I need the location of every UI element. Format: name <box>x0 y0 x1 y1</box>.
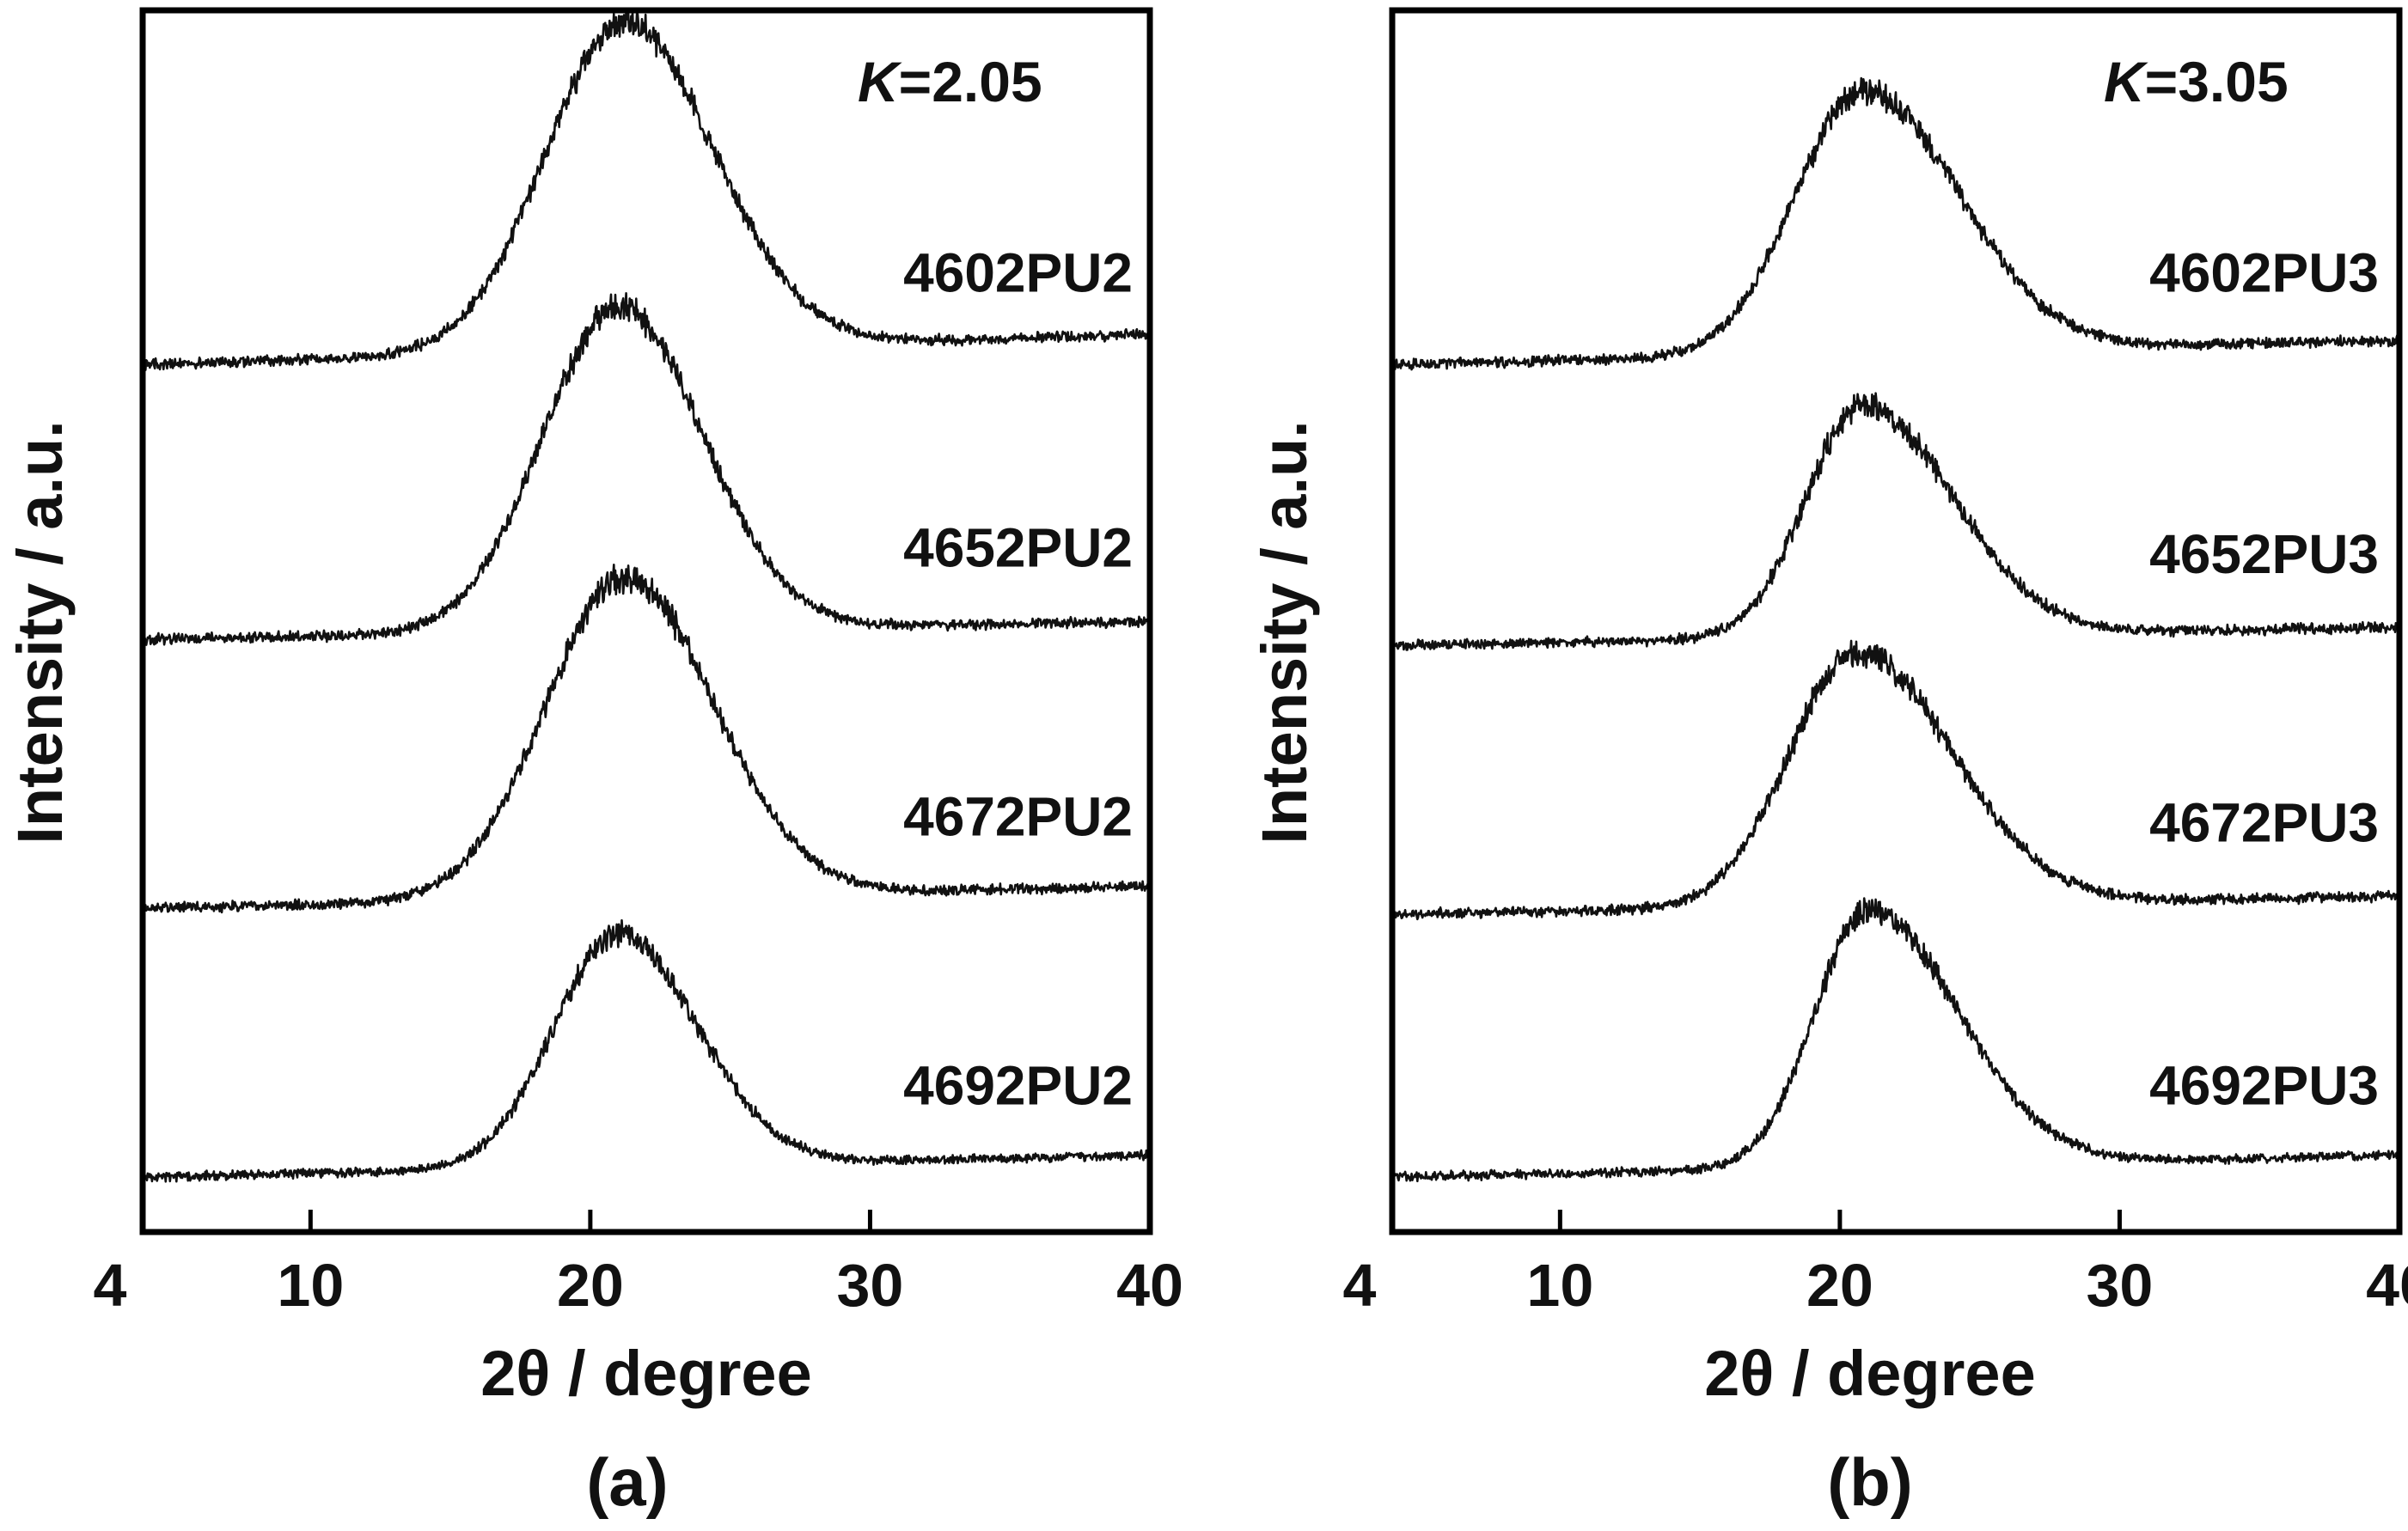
panel-b-k-symbol: K <box>2104 50 2148 113</box>
series-label-4672PU2: 4672PU2 <box>903 786 1133 848</box>
series-label-4672PU3: 4672PU3 <box>2149 792 2379 854</box>
panel-b-x-tick-labels: 4 10 20 30 40 <box>1343 1252 2408 1319</box>
panel-a-k-symbol: K <box>858 50 902 113</box>
series-label-4602PU2: 4602PU2 <box>903 242 1133 304</box>
series-label-4602PU3: 4602PU3 <box>2149 242 2379 304</box>
panel-b-frame <box>1389 7 2403 1235</box>
panel-b-x-ticks <box>1557 1210 2122 1232</box>
x-tick-label: 20 <box>557 1252 624 1319</box>
panel-b: 4 10 20 30 40 4602PU3 4652PU3 4672PU3 4692PU3 K… <box>1249 7 2408 1520</box>
panel-a-x-ticks <box>308 1210 872 1232</box>
series-curve-4602PU2 <box>141 10 1151 371</box>
series-curve-4652PU3 <box>1390 392 2400 651</box>
series-label-4652PU3: 4652PU3 <box>2149 523 2379 585</box>
panel-b-k-annotation: K=3.05 <box>2104 50 2289 113</box>
x-tick-label: 4 <box>1343 1252 1377 1319</box>
series-curve-4672PU3 <box>1390 639 2401 921</box>
series-label-4692PU3: 4692PU3 <box>2149 1054 2379 1116</box>
x-tick-label: 30 <box>2087 1252 2154 1319</box>
series-curve-4672PU2 <box>141 564 1152 914</box>
panel-a-k-annotation: K=2.05 <box>858 50 1042 113</box>
panel-a-series-labels: 4602PU2 4652PU2 4672PU2 4692PU2 <box>903 242 1133 1117</box>
x-tick-label: 40 <box>1116 1252 1183 1319</box>
panel-b-label: (b) <box>1827 1444 1913 1520</box>
series-curve-4692PU3 <box>1390 897 2401 1183</box>
series-label-4652PU2: 4652PU2 <box>903 517 1133 579</box>
x-tick-label: 10 <box>1526 1252 1593 1319</box>
panel-a-y-axis-title: Intensity / a.u. <box>4 420 76 844</box>
panel-b-curves <box>1390 76 2401 1183</box>
series-curve-4692PU2 <box>141 918 1152 1183</box>
panel-b-series-labels: 4602PU3 4652PU3 4672PU3 4692PU3 <box>2149 242 2379 1117</box>
x-tick-label: 40 <box>2366 1252 2408 1319</box>
panel-b-x-axis-title: 2θ / degree <box>1704 1338 2036 1409</box>
series-curve-4652PU2 <box>141 292 1152 646</box>
panel-a-curves <box>141 10 1152 1183</box>
panel-a: 4 10 20 30 40 4602PU2 4652PU2 4672PU2 4692PU2 K… <box>4 7 1183 1520</box>
series-curve-4602PU3 <box>1390 76 2401 371</box>
x-tick-label: 4 <box>94 1252 127 1319</box>
panel-a-x-tick-labels: 4 10 20 30 40 <box>94 1252 1183 1319</box>
series-label-4692PU2: 4692PU2 <box>903 1054 1133 1116</box>
x-tick-label: 30 <box>837 1252 904 1319</box>
panel-a-k-value: =2.05 <box>899 50 1042 113</box>
x-tick-label: 20 <box>1806 1252 1873 1319</box>
panel-b-k-value: =3.05 <box>2145 50 2289 113</box>
panel-a-label: (a) <box>586 1444 668 1520</box>
x-tick-label: 10 <box>277 1252 344 1319</box>
panel-b-y-axis-title: Intensity / a.u. <box>1249 420 1320 844</box>
panel-a-x-axis-title: 2θ / degree <box>480 1338 812 1409</box>
panel-a-frame <box>139 7 1153 1235</box>
